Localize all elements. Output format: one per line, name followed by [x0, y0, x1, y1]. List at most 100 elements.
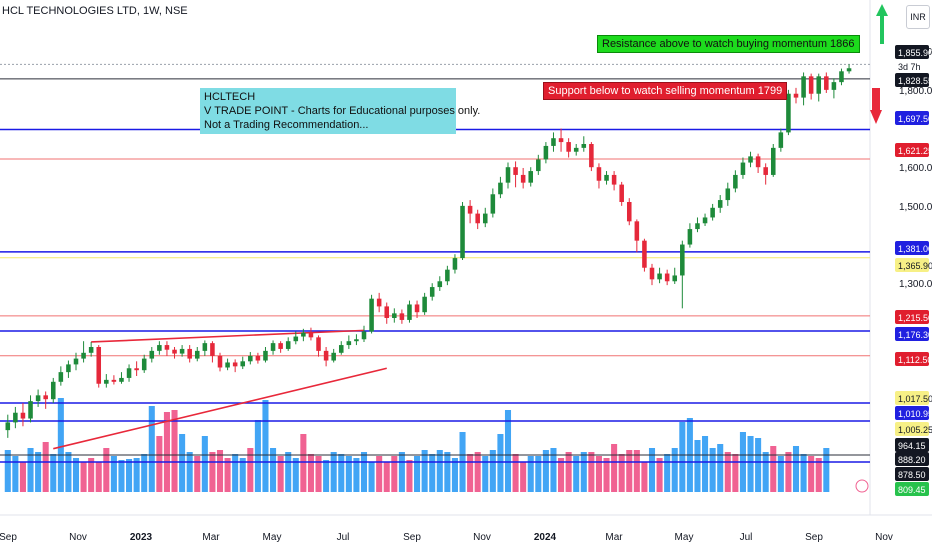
- candle-body: [619, 184, 624, 202]
- volume-bar: [247, 448, 254, 492]
- volume-bar: [42, 442, 49, 492]
- candle-body: [733, 174, 738, 189]
- price-tag-label: 1,697.50: [898, 114, 932, 124]
- candle-body: [831, 82, 837, 90]
- volume-bar: [391, 456, 398, 492]
- support-label: Support below to watch selling momentum …: [543, 82, 788, 100]
- volume-bar: [72, 458, 80, 492]
- candle-body: [255, 355, 261, 361]
- candle-body: [35, 395, 41, 402]
- price-tag-label: 888.20: [898, 455, 926, 465]
- disclaimer-note: HCLTECH V TRADE POINT - Charts for Educa…: [200, 88, 481, 134]
- volume-bar: [618, 454, 625, 492]
- volume-bar: [103, 448, 110, 492]
- note-line: V TRADE POINT - Charts for Educational p…: [204, 105, 481, 117]
- volume-bar: [633, 450, 640, 492]
- volume-bar: [550, 448, 557, 492]
- volume-bar: [277, 456, 284, 492]
- volume-bar: [4, 450, 11, 492]
- candle-body: [58, 372, 64, 382]
- volume-bar: [224, 458, 231, 492]
- price-tag: [895, 467, 929, 481]
- price-tag-label: 1,010.95: [898, 409, 932, 419]
- candle-body: [88, 347, 94, 353]
- candle-body: [149, 350, 155, 359]
- candle-body: [816, 76, 822, 94]
- x-tick-label: 2023: [130, 532, 153, 543]
- lightning-icon: [855, 479, 869, 493]
- volume-bar: [254, 420, 261, 492]
- candle-body: [702, 217, 708, 224]
- volume-bar: [421, 450, 428, 492]
- candle-body: [801, 76, 806, 98]
- candle-body: [179, 348, 185, 354]
- volume-bar: [141, 454, 148, 492]
- candle-body: [482, 213, 488, 224]
- price-tag: [895, 241, 929, 255]
- candle-body: [5, 422, 11, 431]
- arrow-up-icon: [876, 4, 888, 16]
- candle-body: [445, 269, 450, 282]
- volume-bar: [186, 452, 193, 492]
- price-tag: [895, 352, 929, 366]
- volume-bar: [330, 452, 337, 492]
- candle-body: [232, 362, 238, 367]
- volume-bar: [323, 460, 330, 492]
- note-line: Not a Trading Recommendation...: [204, 119, 369, 131]
- volume-bar: [353, 458, 360, 492]
- candle-body: [528, 171, 534, 183]
- x-tick-label: Nov: [473, 532, 491, 543]
- volume-bar: [724, 452, 731, 492]
- candle-body: [111, 379, 117, 382]
- x-tick-label: May: [675, 532, 694, 543]
- volume-bar: [527, 456, 534, 492]
- volume-bar: [770, 446, 777, 492]
- candle-body: [240, 361, 246, 367]
- y-tick-label: 1,600.00: [899, 163, 932, 174]
- volume-bar: [664, 454, 671, 492]
- candle-body: [793, 93, 799, 98]
- price-tag-label: 1,855.90: [898, 48, 932, 58]
- price-tag: [895, 452, 929, 466]
- candle-body: [50, 381, 56, 400]
- candle-body: [717, 200, 723, 208]
- price-tag-label: 1,381.00: [898, 244, 932, 254]
- candle-body: [626, 202, 632, 222]
- candle-body: [611, 174, 617, 185]
- candle-body: [725, 188, 731, 201]
- candle-body: [573, 147, 579, 152]
- volume-bar: [27, 448, 34, 492]
- candle-body: [490, 194, 496, 214]
- price-tag-label: 1,176.30: [898, 330, 932, 340]
- volume-bar: [80, 462, 87, 492]
- volume-bar: [474, 452, 481, 492]
- candle-body: [505, 167, 511, 183]
- x-tick-label: Mar: [202, 532, 220, 543]
- volume-bar: [542, 450, 549, 492]
- volume-bar: [755, 438, 762, 492]
- candle-body: [172, 349, 177, 354]
- volume-bar: [110, 456, 117, 492]
- candle-body: [634, 221, 640, 241]
- candle-body: [763, 167, 768, 175]
- volume-bar: [694, 440, 701, 492]
- volume-bar: [315, 456, 322, 492]
- price-tag: [895, 45, 929, 59]
- price-tag-label: 1,365.90: [898, 261, 932, 271]
- volume-bar: [50, 454, 57, 492]
- candle-body: [498, 182, 503, 195]
- volume-bar: [717, 444, 724, 492]
- candle-body: [164, 345, 170, 350]
- candle-body: [248, 355, 253, 362]
- x-tick-label: Nov: [69, 532, 87, 543]
- volume-bar: [194, 456, 201, 492]
- currency-label[interactable]: INR: [906, 5, 930, 29]
- candle-body: [687, 229, 693, 245]
- candle-body: [748, 156, 753, 163]
- candle-body: [664, 273, 670, 282]
- candle-body: [392, 313, 397, 318]
- candle-body: [202, 343, 208, 351]
